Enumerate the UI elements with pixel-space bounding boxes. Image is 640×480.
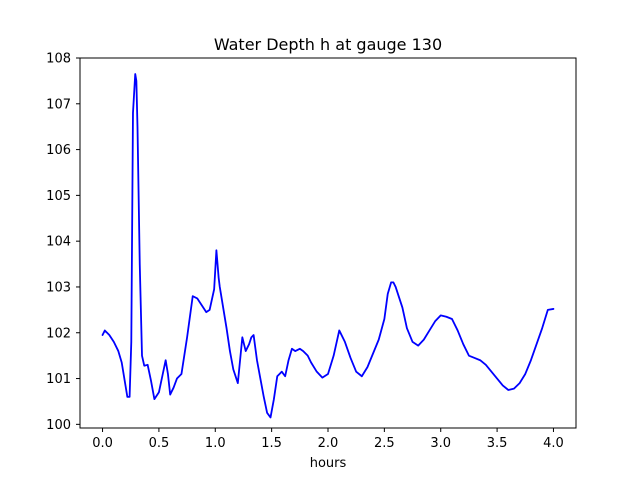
x-tick-label: 2.0: [318, 436, 339, 451]
y-axis: 100 101 102 103 104 105 106 107 108: [46, 52, 80, 433]
y-tick-label: 101: [46, 372, 71, 387]
plot-area: [101, 73, 555, 419]
y-tick-label: 105: [46, 189, 71, 204]
y-tick-label: 103: [46, 280, 71, 295]
y-tick-label: 102: [46, 326, 71, 341]
x-axis-label: hours: [310, 456, 347, 471]
chart-title: Water Depth h at gauge 130: [214, 35, 442, 54]
x-tick-label: 1.0: [205, 436, 226, 451]
x-tick-label: 0.0: [92, 436, 113, 451]
series-line-0: [101, 73, 555, 419]
x-tick-label: 3.5: [487, 436, 508, 451]
y-tick-label: 100: [46, 418, 71, 433]
x-tick-label: 3.0: [430, 436, 451, 451]
x-tick-label: 1.5: [261, 436, 282, 451]
x-axis: 0.0 0.5 1.0 1.5 2.0 2.5 3.0 3.5 4.0: [92, 428, 564, 451]
y-tick-label: 106: [46, 143, 71, 158]
y-tick-label: 104: [46, 235, 71, 250]
y-tick-label: 107: [46, 97, 71, 112]
y-tick-label: 108: [46, 52, 71, 67]
x-tick-label: 0.5: [149, 436, 170, 451]
x-tick-label: 4.0: [543, 436, 564, 451]
x-tick-label: 2.5: [374, 436, 395, 451]
